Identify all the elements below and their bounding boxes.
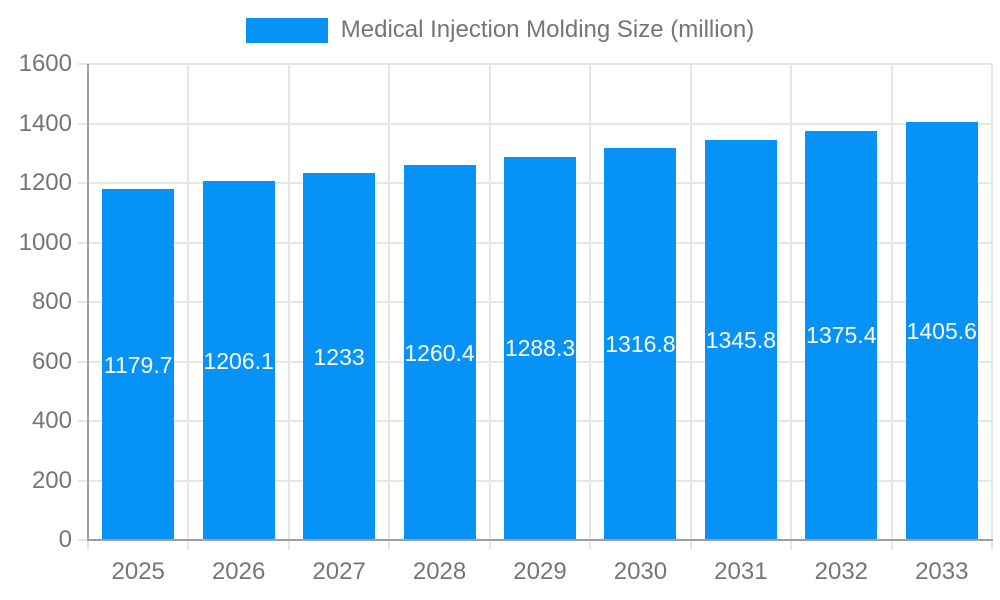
x-axis-tick <box>87 540 89 550</box>
x-tick-label: 2027 <box>312 558 366 585</box>
x-axis-tick <box>890 540 893 550</box>
y-tick-label: 0 <box>58 526 72 553</box>
y-axis-tick <box>78 301 88 303</box>
y-tick-label: 1000 <box>18 228 72 256</box>
gridline <box>88 122 992 125</box>
x-tick-label: 2025 <box>111 558 165 585</box>
x-axis-tick <box>589 540 592 550</box>
y-tick-label: 600 <box>31 347 72 375</box>
bar[interactable] <box>403 165 476 540</box>
x-axis-tick <box>790 540 793 550</box>
bar[interactable] <box>805 130 878 540</box>
gridline <box>689 64 692 540</box>
x-axis-tick <box>388 540 391 550</box>
gridline <box>991 64 993 540</box>
gridline <box>187 64 190 540</box>
y-tick-label: 800 <box>31 288 72 315</box>
y-tick-label: 200 <box>31 466 72 494</box>
x-axis-tick <box>991 540 993 550</box>
bar-value-label: 1345.8 <box>705 326 777 353</box>
legend[interactable]: Medical Injection Molding Size (million) <box>0 16 1000 44</box>
y-tick-label: 1400 <box>18 109 72 137</box>
bar[interactable] <box>905 121 978 540</box>
gridline <box>287 64 290 540</box>
x-axis-tick <box>488 540 491 550</box>
y-axis-tick <box>78 241 88 244</box>
gridline <box>488 64 491 540</box>
y-axis-line <box>87 64 89 540</box>
bar-value-label: 1260.4 <box>404 339 475 366</box>
y-axis-tick <box>78 182 88 184</box>
x-tick-label: 2026 <box>211 558 266 585</box>
bar-value-label: 1206.1 <box>203 347 274 374</box>
bar[interactable] <box>704 139 777 540</box>
y-axis-tick <box>78 360 88 363</box>
gridline <box>88 63 992 65</box>
x-tick-label: 2033 <box>915 558 969 585</box>
bar-value-label: 1233 <box>313 343 365 370</box>
gridline <box>790 64 793 540</box>
y-tick-label: 1200 <box>18 169 72 196</box>
x-axis-line <box>87 539 993 541</box>
x-axis-tick <box>187 540 190 550</box>
bar[interactable] <box>303 173 376 540</box>
x-axis-tick <box>689 540 692 550</box>
bar[interactable] <box>102 189 175 540</box>
legend-swatch-icon <box>245 17 328 43</box>
y-axis-tick <box>78 479 88 482</box>
x-tick-label: 2030 <box>613 558 668 585</box>
y-tick-label: 1600 <box>18 50 72 77</box>
legend-label: Medical Injection Molding Size (million) <box>340 16 755 43</box>
x-tick-label: 2029 <box>513 558 567 585</box>
bar[interactable] <box>504 156 576 540</box>
gridline <box>388 64 391 540</box>
bar-value-label: 1405.6 <box>906 317 977 344</box>
bar-value-label: 1179.7 <box>103 351 173 378</box>
x-tick-label: 2032 <box>814 558 869 585</box>
gridline <box>890 64 893 540</box>
x-axis-tick <box>287 540 290 550</box>
y-axis-tick <box>78 122 88 125</box>
y-axis-tick <box>78 63 88 65</box>
bar-value-label: 1375.4 <box>806 322 877 349</box>
y-axis-tick <box>78 420 88 422</box>
x-tick-label: 2031 <box>714 558 768 585</box>
y-tick-label: 400 <box>31 407 72 434</box>
bar-value-label: 1288.3 <box>504 335 576 362</box>
gridline <box>589 64 592 540</box>
bar-value-label: 1316.8 <box>605 331 676 358</box>
x-tick-label: 2028 <box>412 558 467 585</box>
y-axis-tick <box>78 539 88 541</box>
bar[interactable] <box>202 181 275 540</box>
bar[interactable] <box>604 148 677 540</box>
